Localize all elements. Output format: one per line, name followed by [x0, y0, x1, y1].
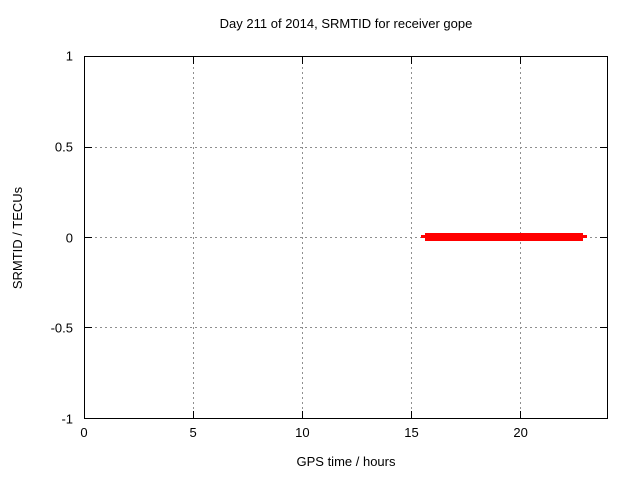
x-tick-labels: 0 5 10 15 20 — [80, 425, 608, 441]
tick-mark-top — [302, 57, 303, 64]
y-tick-label: -0.5 — [50, 320, 73, 336]
grid-line-horizontal — [85, 327, 607, 329]
tick-mark-top — [410, 57, 412, 64]
grid-line-horizontal — [85, 237, 607, 238]
x-tick-label: 20 — [513, 425, 528, 440]
tick-mark-right — [600, 327, 607, 329]
tick-mark-bottom — [193, 411, 195, 418]
y-tick-label: 0.5 — [54, 139, 73, 155]
tick-mark-left — [85, 237, 92, 238]
y-tick-label: 1 — [65, 48, 73, 64]
data-line — [425, 232, 584, 241]
grid-line-horizontal — [85, 146, 607, 148]
tick-mark-top — [193, 57, 195, 64]
tick-mark-bottom — [302, 411, 303, 418]
tick-mark-bottom — [519, 411, 521, 418]
y-tick-labels: 1 0.5 0 -0.5 -1 — [0, 49, 73, 427]
tick-mark-right — [600, 146, 607, 148]
tick-mark-top — [519, 57, 521, 64]
x-tick-label: 10 — [295, 425, 310, 440]
y-tick-label: -1 — [61, 411, 73, 427]
tick-mark-left — [85, 146, 92, 148]
tick-mark-right — [600, 237, 607, 238]
plot-area — [84, 56, 608, 419]
chart-title: Day 211 of 2014, SRMTID for receiver gop… — [219, 16, 473, 31]
tick-mark-left — [85, 327, 92, 329]
x-axis-label: GPS time / hours — [296, 454, 396, 469]
y-tick-label: 0 — [65, 230, 73, 245]
tick-mark-bottom — [410, 411, 412, 418]
x-tick-label: 0 — [80, 425, 88, 440]
x-tick-label: 5 — [189, 425, 197, 440]
x-tick-label: 15 — [404, 425, 419, 440]
plot-inner — [85, 57, 607, 418]
